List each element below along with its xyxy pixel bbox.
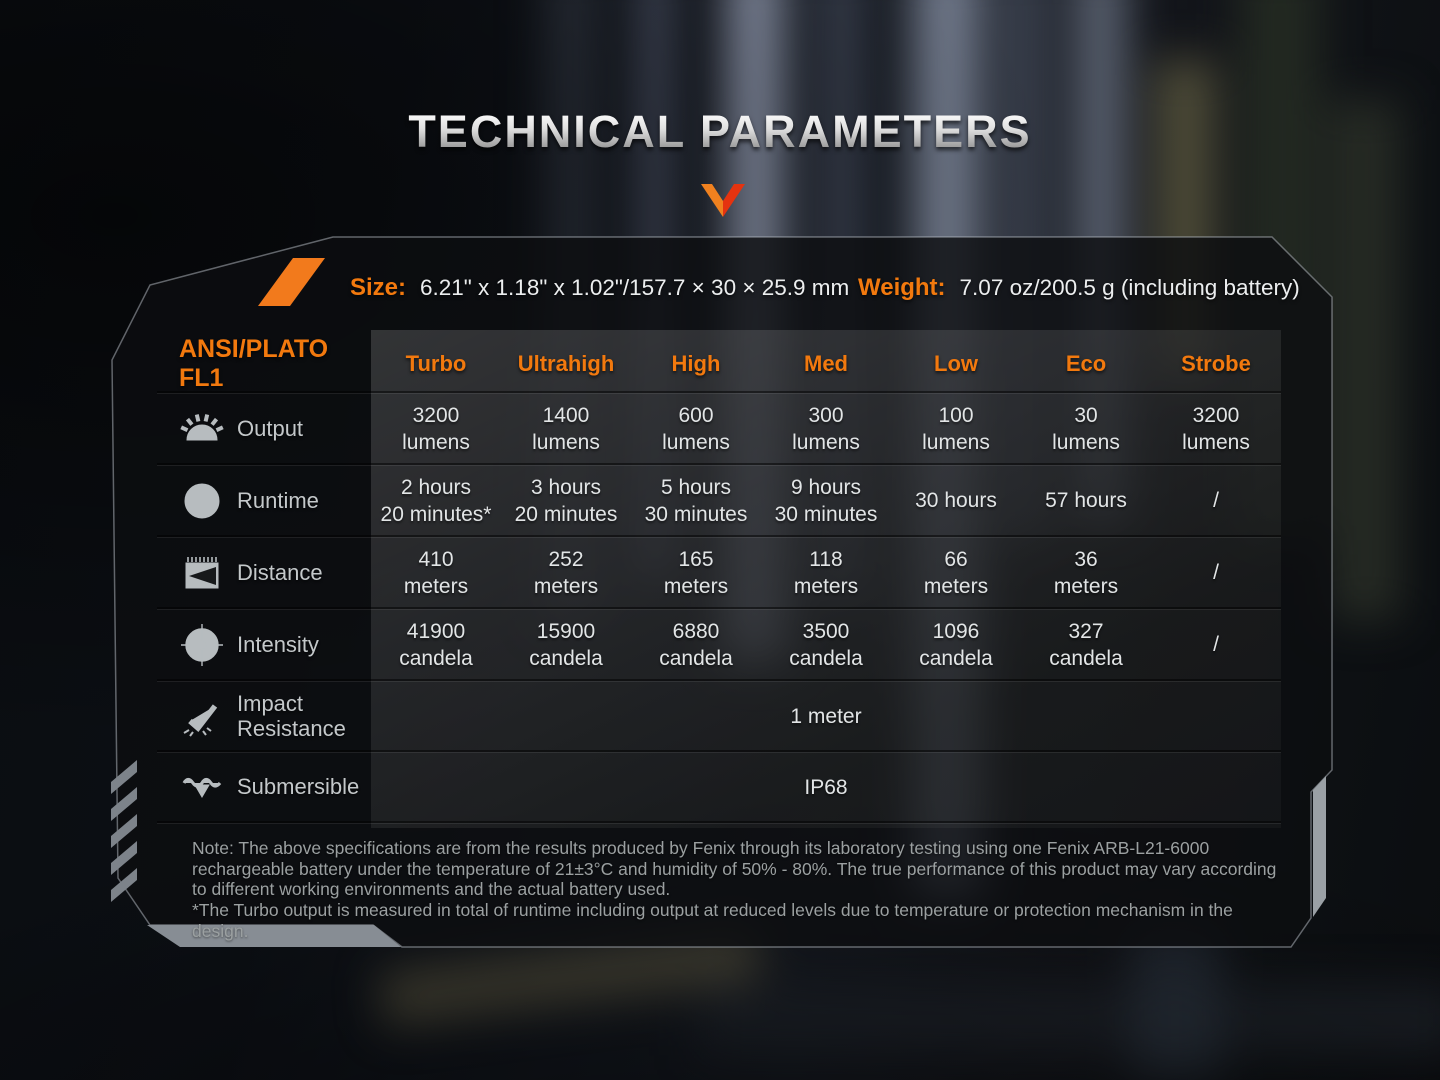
weight-label: Weight: — [858, 274, 946, 301]
table-cell: 9 hours 30 minutes — [774, 475, 878, 526]
submersible-icon — [179, 766, 225, 810]
panel-body — [111, 236, 1333, 948]
sun-icon — [179, 407, 225, 451]
table-cell: 3200 lumens — [402, 403, 470, 454]
table-cell: 1400 lumens — [532, 403, 600, 454]
table-cell: 327 candela — [1049, 619, 1123, 670]
right-accent-bar — [1313, 776, 1326, 917]
footnote-turbo: *The Turbo output is measured in total o… — [192, 899, 1233, 941]
table-row-runtime: Runtime 2 hours 20 minutes* 3 hours 20 m… — [155, 465, 1281, 537]
size-label: Size: — [350, 274, 407, 301]
table-cell: 36 meters — [1053, 547, 1119, 598]
impact-icon — [179, 695, 225, 739]
table-row-output: Output 3200 lumens 1400 lumens 600 lumen… — [155, 393, 1281, 465]
table-cell: 41900 candela — [399, 619, 473, 670]
table-cell: 410 meters — [403, 547, 469, 598]
table-row-submersible: Submersible IP68 — [155, 752, 1281, 823]
ansi-plato-label: ANSI/PLATO FL1 — [179, 335, 329, 392]
table-cell: 30 lumens — [1052, 403, 1120, 454]
row-label: Output — [237, 415, 304, 441]
row-label: Submersible — [237, 774, 360, 800]
size-spec: Size: 6.21" x 1.18" x 1.02"/157.7 × 30 ×… — [350, 274, 849, 302]
column-header-eco: Eco — [1065, 351, 1107, 376]
row-label: Intensity — [237, 631, 319, 657]
table-cell: 600 lumens — [662, 403, 730, 454]
column-header-ultrahigh: Ultrahigh — [517, 351, 615, 376]
table-cell: 5 hours 30 minutes — [644, 475, 748, 526]
table-cell: 100 lumens — [922, 403, 990, 454]
table-cell: 1096 candela — [919, 619, 993, 670]
table-cell: 6880 candela — [659, 619, 733, 670]
table-row-distance: Distance 410 meters 252 meters 165 meter… — [155, 537, 1281, 609]
footnote: Note: The above specifications are from … — [192, 838, 1284, 941]
beam-icon — [179, 551, 225, 595]
column-header-high: High — [671, 351, 721, 376]
column-header-strobe: Strobe — [1181, 351, 1251, 376]
table-cell: 3 hours 20 minutes — [514, 475, 618, 526]
down-chevron-icon — [701, 184, 745, 217]
row-label: Impact Resistance — [237, 691, 346, 741]
table-cell: / — [1213, 489, 1219, 513]
column-header-med: Med — [804, 351, 848, 376]
table-cell-span: IP68 — [804, 775, 848, 799]
table-row-impact-resistance: Impact Resistance 1 meter — [155, 681, 1281, 752]
row-label: Runtime — [237, 487, 319, 513]
table-row-intensity: Intensity 41900 candela 15900 candela 68… — [155, 609, 1281, 681]
table-cell: / — [1213, 633, 1219, 657]
weight-spec: Weight: 7.07 oz/200.5 g (including batte… — [858, 274, 1300, 302]
table-cell: 252 meters — [533, 547, 599, 598]
row-label: Distance — [237, 559, 323, 585]
page-title: TECHNICAL PARAMETERS — [0, 106, 1440, 158]
hatch-stripes — [111, 760, 137, 902]
parameters-table: ANSI/PLATO FL1 Turbo Ultrahigh High Med … — [155, 335, 1281, 823]
clock-icon — [179, 479, 225, 523]
table-cell: / — [1213, 561, 1219, 585]
table-cell: 57 hours — [1045, 489, 1127, 513]
table-cell: 300 lumens — [792, 403, 860, 454]
bottom-accent-bar — [147, 925, 401, 947]
table-cell-span: 1 meter — [790, 704, 862, 728]
table-cell: 3500 candela — [789, 619, 863, 670]
table-cell: 2 hours 20 minutes* — [380, 475, 492, 526]
table-cell: 165 meters — [663, 547, 729, 598]
table-cell: 3200 lumens — [1182, 403, 1250, 454]
orange-accent — [258, 258, 325, 306]
table-header-row: ANSI/PLATO FL1 Turbo Ultrahigh High Med … — [155, 335, 1281, 393]
table-cell: 15900 candela — [529, 619, 603, 670]
column-header-turbo: Turbo — [405, 351, 467, 376]
size-value: 6.21" x 1.18" x 1.02"/157.7 × 30 × 25.9 … — [420, 275, 850, 300]
table-cell: 66 meters — [923, 547, 989, 598]
footnote-main: Note: The above specifications are from … — [192, 838, 1277, 900]
column-header-low: Low — [934, 351, 978, 376]
target-icon — [179, 623, 225, 667]
table-data-background — [371, 330, 1281, 828]
weight-value: 7.07 oz/200.5 g (including battery) — [959, 275, 1300, 300]
table-cell: 30 hours — [915, 489, 997, 513]
table-cell: 118 meters — [793, 547, 859, 598]
